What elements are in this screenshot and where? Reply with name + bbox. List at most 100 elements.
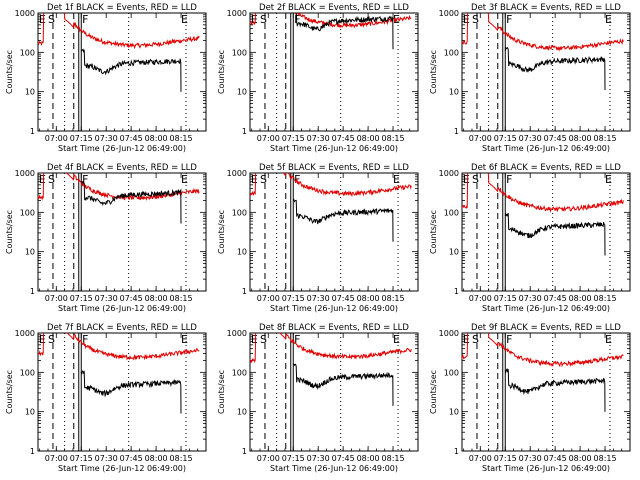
chart-panel-7: Det 7f BLACK = Events, RED = LLD 1 10 100 10… xyxy=(5,323,207,473)
panel-title: Det 7f BLACK = Events, RED = LLD xyxy=(47,323,197,333)
marker-label: E xyxy=(39,333,46,346)
x-tick-label: 07:45 xyxy=(332,294,355,303)
x-tick-label: 07:30 xyxy=(519,294,542,303)
marker-label: F xyxy=(294,173,300,186)
marker-label: F xyxy=(82,333,88,346)
x-tick-label: 07:15 xyxy=(70,294,93,303)
x-tick-label: 07:30 xyxy=(307,454,330,463)
lld-series xyxy=(38,333,200,361)
y-tick-label: 100 xyxy=(232,208,247,217)
marker-label: S xyxy=(472,13,479,26)
lld-series xyxy=(250,333,412,364)
y-tick-label: 10 xyxy=(237,88,247,97)
x-tick-label: 07:00 xyxy=(257,294,280,303)
x-tick-label: 07:45 xyxy=(332,454,355,463)
x-axis-label: Start Time (26-Jun-12 06:49:00) xyxy=(270,144,398,153)
y-tick-label: 1000 xyxy=(15,9,35,18)
x-tick-label: 07:45 xyxy=(120,134,143,143)
y-axis-label: Counts/sec xyxy=(429,50,438,94)
marker-label: E xyxy=(605,13,612,26)
x-tick-label: 07:00 xyxy=(45,454,68,463)
chart-panel-8: Det 8f BLACK = Events, RED = LLD 1 10 100 10… xyxy=(217,323,419,473)
x-tick-label: 08:15 xyxy=(382,454,405,463)
y-tick-label: 1 xyxy=(454,447,459,456)
x-tick-label: 07:15 xyxy=(282,294,305,303)
x-tick-label: 07:30 xyxy=(307,134,330,143)
x-tick-label: 07:00 xyxy=(469,454,492,463)
y-tick-label: 1 xyxy=(30,287,35,296)
lld-series xyxy=(38,13,200,50)
marker-label: E xyxy=(463,173,470,186)
x-tick-label: 08:00 xyxy=(145,134,168,143)
x-tick-label: 07:15 xyxy=(494,454,517,463)
x-tick-label: 08:00 xyxy=(357,134,380,143)
y-tick-label: 1000 xyxy=(227,169,247,178)
y-tick-label: 100 xyxy=(232,368,247,377)
y-tick-label: 1 xyxy=(30,447,35,456)
x-tick-label: 07:15 xyxy=(494,294,517,303)
x-tick-label: 07:00 xyxy=(469,134,492,143)
x-tick-label: 08:00 xyxy=(569,134,592,143)
y-tick-label: 1000 xyxy=(439,329,459,338)
marker-label: E xyxy=(393,333,400,346)
marker-label: F xyxy=(82,173,88,186)
x-tick-label: 07:15 xyxy=(282,454,305,463)
plot-frame xyxy=(249,172,419,292)
chart-panel-4: Det 4f BLACK = Events, RED = LLD 1 10 100 10… xyxy=(5,163,207,313)
plot-frame xyxy=(37,172,207,292)
x-axis-label: Start Time (26-Jun-12 06:49:00) xyxy=(482,304,610,313)
panel-title: Det 3f BLACK = Events, RED = LLD xyxy=(471,3,621,13)
marker-label: E xyxy=(605,173,612,186)
marker-label: E xyxy=(463,333,470,346)
panel-title: Det 2f BLACK = Events, RED = LLD xyxy=(259,3,409,13)
x-tick-label: 08:15 xyxy=(170,454,193,463)
x-tick-label: 08:00 xyxy=(357,294,380,303)
x-axis-label: Start Time (26-Jun-12 06:49:00) xyxy=(58,144,186,153)
events-series xyxy=(80,180,182,224)
y-tick-label: 10 xyxy=(237,408,247,417)
y-tick-label: 100 xyxy=(20,48,35,57)
chart-panel-3: Det 3f BLACK = Events, RED = LLD 1 10 100 10… xyxy=(429,3,631,153)
y-tick-label: 1000 xyxy=(15,329,35,338)
marker-label: S xyxy=(260,333,267,346)
plot-frame xyxy=(37,332,207,452)
chart-panel-1: Det 1f BLACK = Events, RED = LLD 1 10 100 10… xyxy=(5,3,207,153)
marker-label: S xyxy=(48,13,55,26)
y-tick-label: 100 xyxy=(444,48,459,57)
y-tick-label: 1 xyxy=(30,127,35,136)
x-tick-label: 08:15 xyxy=(594,294,617,303)
marker-label: F xyxy=(506,173,512,186)
y-axis-label: Counts/sec xyxy=(217,370,226,414)
marker-label: E xyxy=(393,173,400,186)
marker-label: S xyxy=(472,333,479,346)
plot-frame xyxy=(461,332,631,452)
y-axis-label: Counts/sec xyxy=(5,370,14,414)
marker-label: E xyxy=(181,13,188,26)
marker-label: E xyxy=(39,173,46,186)
y-tick-label: 1000 xyxy=(439,9,459,18)
events-series xyxy=(504,46,606,91)
marker-label: S xyxy=(260,173,267,186)
y-axis-label: Counts/sec xyxy=(429,370,438,414)
y-tick-label: 1000 xyxy=(227,329,247,338)
plot-frame xyxy=(461,12,631,132)
y-tick-label: 1000 xyxy=(15,169,35,178)
marker-label: E xyxy=(463,13,470,26)
y-tick-label: 100 xyxy=(20,368,35,377)
x-tick-label: 07:15 xyxy=(70,134,93,143)
x-tick-label: 07:30 xyxy=(95,454,118,463)
panel-title: Det 5f BLACK = Events, RED = LLD xyxy=(259,163,409,173)
x-tick-label: 08:15 xyxy=(594,134,617,143)
x-tick-label: 08:15 xyxy=(382,294,405,303)
marker-label: E xyxy=(251,333,258,346)
x-tick-label: 07:45 xyxy=(544,294,567,303)
plot-frame xyxy=(37,12,207,132)
x-tick-label: 07:30 xyxy=(307,294,330,303)
x-axis-label: Start Time (26-Jun-12 06:49:00) xyxy=(482,144,610,153)
x-tick-label: 07:45 xyxy=(332,134,355,143)
y-tick-label: 10 xyxy=(237,248,247,257)
x-tick-label: 08:15 xyxy=(170,134,193,143)
marker-label: F xyxy=(294,333,300,346)
marker-label: E xyxy=(251,13,258,26)
